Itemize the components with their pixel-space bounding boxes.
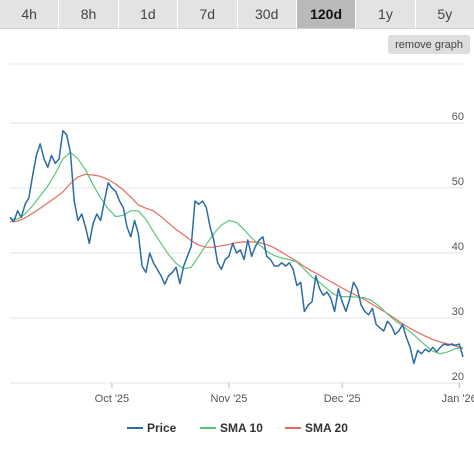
legend-item-price[interactable]: Price <box>127 421 177 435</box>
legend-label: Price <box>147 421 177 435</box>
y-tick-label: 30 <box>452 306 464 318</box>
series-line-sma-20 <box>9 173 464 350</box>
x-tick-label: Nov '25 <box>210 393 247 405</box>
x-tick-label: Jan '26 <box>442 393 474 405</box>
axis-labels: 20 30 40 50 60 Oct '25 Nov '25 Dec '25 Jan '26 <box>95 111 474 405</box>
tab-5y[interactable]: 5y <box>415 0 474 29</box>
y-tick-label: 20 <box>452 371 464 383</box>
remove-graph-button[interactable]: remove graph <box>388 35 470 54</box>
tab-1y[interactable]: 1y <box>356 0 416 29</box>
tab-4h[interactable]: 4h <box>0 0 60 29</box>
tab-120d[interactable]: 120d <box>296 0 357 29</box>
y-tick-label: 60 <box>452 111 464 123</box>
legend-label: SMA 20 <box>305 421 348 435</box>
tab-1d[interactable]: 1d <box>118 0 179 29</box>
time-range-tabs: 4h 8h 1d 7d 30d 120d 1y 5y <box>0 0 474 30</box>
y-tick-label: 40 <box>452 241 464 253</box>
x-tick-label: Dec '25 <box>324 393 361 405</box>
series-line-sma-10 <box>9 151 464 355</box>
series-lines <box>9 130 464 365</box>
tab-30d[interactable]: 30d <box>237 0 297 29</box>
series-line-price <box>9 130 464 365</box>
y-tick-label: 50 <box>452 176 464 188</box>
x-tick-label: Oct '25 <box>95 393 130 405</box>
legend-item-sma-10[interactable]: SMA 10 <box>200 421 263 435</box>
legend-label: SMA 10 <box>220 421 263 435</box>
legend-item-sma-20[interactable]: SMA 20 <box>285 421 348 435</box>
chart-legend: Price SMA 10 SMA 20 <box>127 421 348 435</box>
tab-7d[interactable]: 7d <box>178 0 238 29</box>
tab-8h[interactable]: 8h <box>59 0 119 29</box>
grid-lines <box>10 63 463 384</box>
